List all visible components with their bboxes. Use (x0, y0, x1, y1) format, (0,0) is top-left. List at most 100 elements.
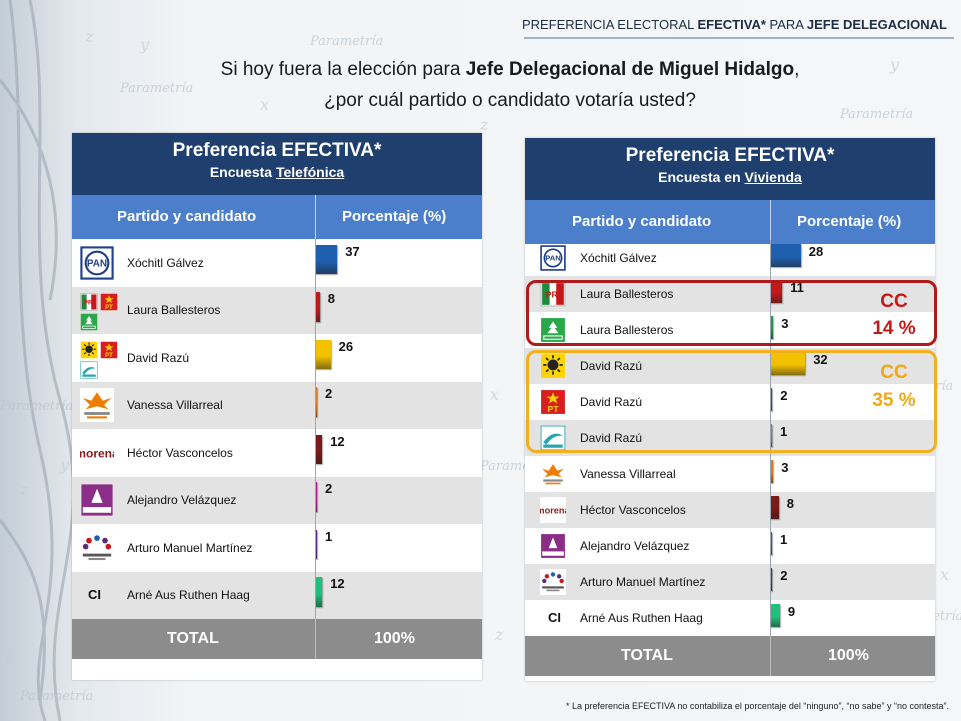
percentage-bar (315, 292, 320, 322)
morena-logo-icon: morena (540, 497, 566, 523)
table-row: CI Arné Aus Ruthen Haag 12 (72, 571, 482, 619)
svg-text:PT: PT (105, 353, 113, 359)
percentage-bar (315, 387, 317, 417)
percentage-label: 32 (813, 351, 828, 367)
percentage-bar (770, 316, 774, 339)
candidate-name: Alejandro Velázquez (127, 493, 237, 508)
pri-logo-icon: PRI (540, 281, 566, 307)
table-row: Arturo Manuel Martínez 1 (72, 524, 482, 572)
coalition-yellow-label: CC (880, 362, 908, 383)
svg-text:y: y (2, 647, 13, 666)
percentage-bar (770, 496, 779, 519)
coalition-red-value: 14 % (872, 318, 916, 339)
svg-text:PAN: PAN (87, 258, 107, 269)
svg-text:Parametría: Parametría (0, 399, 73, 414)
slide-header-title: PREFERENCIA ELECTORAL EFECTIVA* PARA JEF… (522, 17, 947, 32)
table-row: PAN Xóchitl Gálvez 28 (525, 240, 935, 276)
svg-text:x: x (490, 385, 499, 404)
candidate-name: Arturo Manuel Martínez (127, 540, 253, 555)
candidate-name: Arturo Manuel Martínez (580, 575, 706, 589)
table-row: Vanessa Villarreal 3 (525, 456, 935, 492)
panel-column-header: Partido y candidato Porcentaje (%) (72, 195, 482, 239)
svg-text:morena: morena (80, 446, 114, 460)
candidate-name: Laura Ballesteros (127, 303, 221, 318)
party-logos: CI (80, 578, 123, 612)
column-header-party: Partido y candidato (572, 213, 712, 230)
percentage-bar (770, 568, 773, 591)
svg-text:z: z (19, 480, 29, 499)
candidate-name: David Razú (127, 350, 190, 365)
party-logos (540, 461, 576, 487)
table-row: PT David Razú 2 (525, 384, 935, 420)
svg-text:Parametría: Parametría (839, 107, 913, 122)
humanista-logo-icon (541, 534, 565, 558)
candidate-name: Héctor Vasconcelos (580, 503, 686, 517)
column-header-percent: Porcentaje (%) (797, 213, 902, 230)
candidate-name: Laura Ballesteros (580, 323, 674, 337)
panel-subtitle-underlined: Telefónica (275, 164, 345, 180)
percentage-bar (315, 244, 338, 275)
party-logos (540, 425, 576, 451)
percentage-bar (770, 460, 774, 483)
svg-text:x: x (12, 95, 21, 114)
party-logos: PAN (540, 245, 576, 271)
percentage-label: 3 (781, 315, 789, 331)
panel-subtitle: Encuesta en Vivienda (525, 168, 935, 186)
column-divider (770, 200, 771, 244)
table-row: Arturo Manuel Martínez 2 (525, 564, 935, 600)
svg-text:z: z (84, 27, 94, 46)
total-divider (770, 636, 771, 676)
candidate-name: Xóchitl Gálvez (580, 251, 657, 265)
party-logos (540, 569, 576, 595)
panel-telefonica: Preferencia EFECTIVA* Encuesta Telefónic… (72, 133, 482, 680)
percentage-bar (315, 339, 331, 370)
candidato-independiente-logo-icon: CI (548, 610, 561, 625)
movimiento-ciudadano-logo-icon (540, 461, 566, 487)
panel-subtitle: Encuesta Telefónica (72, 163, 482, 181)
percentage-label: 9 (787, 603, 796, 619)
table-row: PAN Xóchitl Gálvez 37 (72, 239, 482, 287)
verde-logo-icon (80, 314, 98, 331)
percentage-label: 2 (325, 386, 333, 402)
panel-title: Preferencia EFECTIVA* (625, 145, 835, 166)
prd-logo-icon (541, 354, 565, 378)
table-row: morena Héctor Vasconcelos 12 (72, 429, 482, 477)
percentage-bar (770, 244, 801, 267)
candidate-name: Héctor Vasconcelos (127, 445, 233, 460)
percentage-bar (315, 577, 323, 607)
column-header-percent: Porcentaje (%) (342, 208, 447, 225)
panel-subtitle-underlined: Vivienda (744, 169, 802, 185)
candidate-name: Vanessa Villarreal (580, 467, 676, 481)
svg-text:y: y (59, 455, 70, 474)
percentage-bar (315, 434, 323, 465)
percentage-label: 2 (325, 481, 333, 497)
table-row: CI Arné Aus Ruthen Haag 9 (525, 600, 935, 636)
percentage-label: 8 (327, 291, 336, 307)
percentage-label: 37 (345, 243, 360, 259)
candidate-name: David Razú (580, 359, 643, 373)
party-logos (540, 353, 576, 379)
percentage-bar (770, 280, 783, 303)
header-title-bold-jefe: JEFE DELEGACIONAL (806, 17, 947, 32)
candidate-name: Alejandro Velázquez (580, 539, 690, 553)
panel-rows: PAN Xóchitl Gálvez 37 PRI PT Laura Ballestero… (72, 239, 482, 619)
candidato-independiente-logo-icon: CI (88, 587, 101, 603)
coalition-box-yellow (526, 350, 937, 453)
table-row: Laura Ballesteros 3 (525, 312, 935, 348)
question-post: , (794, 59, 800, 80)
svg-text:PRI: PRI (84, 301, 94, 307)
movimiento-ciudadano-logo-icon (80, 388, 114, 423)
percentage-label: 2 (780, 567, 788, 583)
percentage-label: 8 (786, 495, 795, 511)
pt-logo-icon: PT (100, 294, 118, 311)
svg-text:y: y (889, 55, 900, 74)
table-row: David Razú 32 (525, 348, 935, 384)
party-logos (540, 317, 576, 343)
total-value: 100% (374, 630, 415, 647)
question-bold: Jefe Delegacional de Miguel Hidalgo (465, 59, 795, 80)
question-line-2: ¿por cuál partido o candidato votaría us… (324, 90, 696, 111)
question-line-1: Si hoy fuera la elección para Jefe Deleg… (150, 59, 870, 81)
percentage-bar (315, 529, 317, 560)
svg-text:PRI: PRI (546, 289, 560, 299)
party-logos: morena (540, 497, 576, 523)
